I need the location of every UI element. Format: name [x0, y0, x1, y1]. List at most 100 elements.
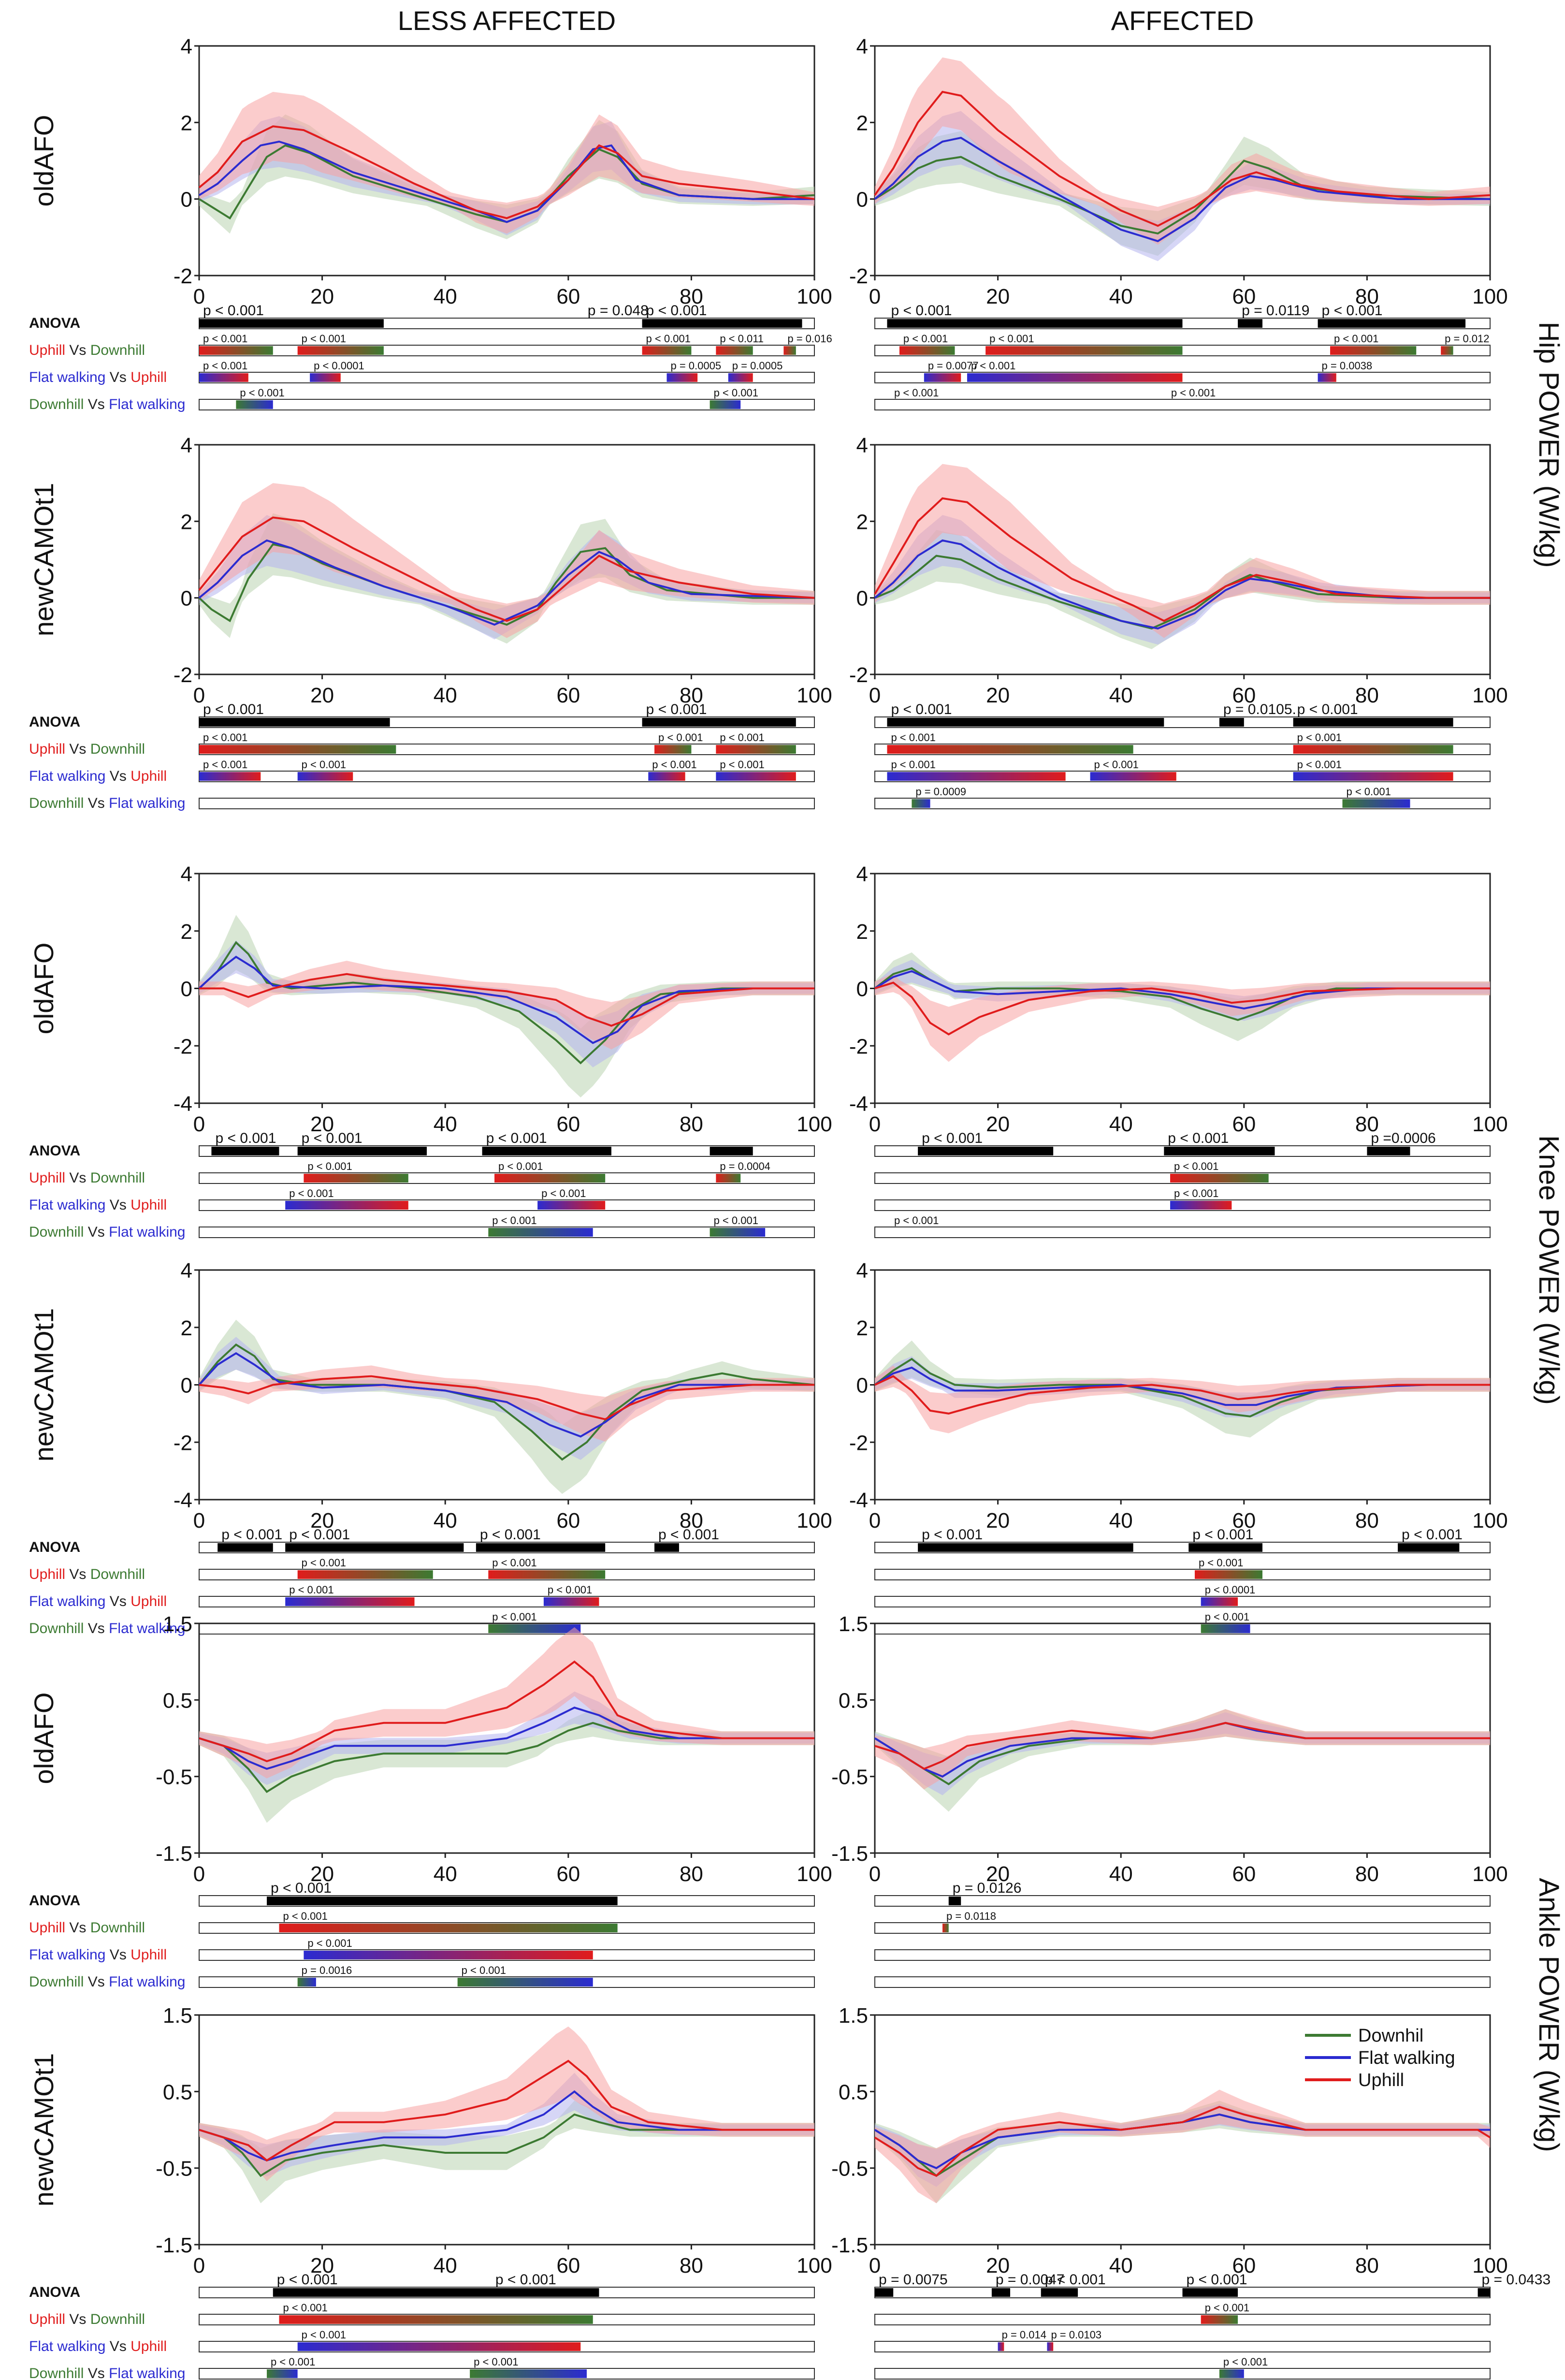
spm-label-vs: Vs: [84, 1224, 109, 1240]
x-tick-label: 40: [1109, 1862, 1133, 1886]
flat-line: [199, 2090, 814, 2161]
spm-p-label: p = 0.0047: [996, 2272, 1065, 2288]
y-tick-label: 2: [856, 920, 868, 944]
spm-p-label: p < 0.001: [922, 1130, 983, 1146]
spm-cluster-fvu: [667, 373, 698, 382]
spm-p-label: p < 0.001: [922, 1527, 983, 1543]
y-tick-label: 0: [856, 1374, 868, 1398]
spm-p-label: p < 0.001: [903, 333, 948, 345]
uphill-band: [875, 1709, 1490, 1790]
spm-label-comparison: Uphill Vs Downhill: [29, 1170, 145, 1186]
spm-bar-uvd: [874, 1922, 1491, 1934]
spm-label-comparison: Flat walking Vs Uphill: [29, 768, 167, 784]
spm-label-b: Uphill: [130, 2338, 167, 2354]
spm-cluster-dvf: [1219, 2369, 1244, 2378]
spm-bar-uvd: [874, 2314, 1491, 2325]
y-tick-label: -2: [849, 264, 868, 288]
spm-p-label: p < 0.0001: [314, 360, 364, 372]
x-tick-label: 60: [556, 285, 580, 308]
spm-p-label: p = 0.012: [1445, 333, 1489, 345]
spm-cluster-uvd: [1293, 745, 1453, 754]
spm-cluster-uvd: [1194, 1570, 1262, 1579]
flat-line: [199, 1707, 814, 1770]
x-tick-label: 60: [556, 684, 580, 707]
y-tick-label: 4: [181, 1259, 192, 1283]
y-tick-label: 0.5: [163, 2080, 192, 2104]
x-tick-label: 100: [797, 2254, 832, 2278]
spm-p-label: p < 0.001: [474, 2356, 518, 2368]
spm-cluster-fvu: [543, 1597, 599, 1606]
spm-p-label: p < 0.001: [1402, 1527, 1463, 1543]
y-tick-label: 0.5: [839, 2080, 868, 2104]
spm-cluster-anova: [482, 1147, 611, 1155]
uphill-band: [875, 2089, 1490, 2204]
spm-cluster-uvd: [494, 1174, 606, 1183]
spm-p-label: p < 0.001: [492, 1557, 536, 1569]
spm-p-label: p < 0.001: [1334, 333, 1378, 345]
panel: -1.5 -0.5 0.5 1.5 0 20 40 60 80 100 p = 0.0075 p = …: [831, 2004, 1551, 2380]
spm-cluster-anova: [642, 718, 796, 727]
spm-label-comparison: Downhill Vs Flat walking: [29, 1974, 185, 1990]
spm-p-label: p = 0.0005: [732, 360, 783, 372]
spm-p-label: p < 0.001: [215, 1130, 276, 1146]
spm-p-label: p < 0.001: [302, 333, 346, 345]
spm-bar-fvu: [874, 1949, 1491, 1961]
y-tick-label: -4: [849, 1092, 868, 1116]
spm-p-label: p < 0.001: [203, 360, 247, 372]
spm-cluster-fvu: [887, 772, 1066, 781]
y-tick-label: -2: [849, 1431, 868, 1455]
x-tick-label: 0: [193, 684, 205, 707]
row-label: oldAFO: [29, 1693, 59, 1784]
spm-label-a: Downhill: [29, 396, 84, 412]
spm-p-label: p < 0.001: [1187, 2272, 1247, 2288]
spm-p-label: p < 0.001: [1171, 387, 1216, 399]
spm-p-label: p = 0.0004: [720, 1160, 770, 1172]
spm-p-label: p = 0.0038: [1322, 360, 1373, 372]
spm-p-label: p < 0.001: [480, 1527, 541, 1543]
y-tick-label: -1.5: [156, 1842, 192, 1866]
spm-cluster-fvu: [998, 2342, 1004, 2351]
spm-cluster-anova: [1398, 1543, 1460, 1552]
spm-label-comparison: Uphill Vs Downhill: [29, 342, 145, 358]
spm-p-label: p < 0.001: [1297, 731, 1342, 744]
spm-p-label: p < 0.001: [1168, 1130, 1229, 1146]
spm-cluster-dvf: [297, 1978, 316, 1986]
spm-label-comparison: Flat walking Vs Uphill: [29, 2338, 167, 2354]
x-tick-label: 60: [1232, 1862, 1256, 1886]
flat-line: [874, 136, 1490, 242]
spm-cluster-anova: [875, 2288, 894, 2297]
y-tick-label: 4: [181, 862, 192, 886]
spm-cluster-fvu: [1293, 772, 1453, 781]
x-tick-label: 80: [1355, 2254, 1379, 2278]
x-tick-label: 40: [1109, 285, 1133, 308]
y-tick-label: 4: [181, 434, 192, 457]
uphill-line: [199, 973, 814, 1027]
y-tick-label: -4: [174, 1092, 192, 1116]
row-label: oldAFO: [29, 115, 59, 207]
uphill-band: [875, 57, 1490, 245]
spm-p-label: p < 0.001: [646, 701, 707, 717]
spm-label-a: Flat walking: [29, 768, 105, 784]
spm-p-label: p < 0.001: [1174, 1160, 1218, 1172]
spm-p-label: p < 0.001: [894, 387, 939, 399]
y-tick-label: 0.5: [163, 1689, 192, 1712]
x-tick-label: 80: [680, 285, 703, 308]
spm-label-b: Flat walking: [109, 2365, 185, 2380]
x-tick-label: 100: [1472, 684, 1507, 707]
spm-p-label: p = 0.0075: [879, 2272, 948, 2288]
spm-p-label: p < 0.001: [658, 731, 703, 744]
y-tick-label: -2: [174, 1431, 192, 1455]
y-tick-label: 0: [856, 587, 868, 611]
spm-label-comparison: Downhill Vs Flat walking: [29, 2365, 185, 2380]
spm-bar-dvf: [874, 399, 1491, 410]
y-tick-label: -1.5: [156, 2234, 192, 2257]
spm-cluster-dvf: [710, 400, 741, 409]
spm-label-b: Uphill: [130, 1197, 167, 1213]
x-tick-label: 20: [986, 1862, 1010, 1886]
spm-p-label: p < 0.001: [1346, 786, 1391, 798]
x-tick-label: 20: [986, 285, 1010, 308]
spm-label-comparison: Uphill Vs Downhill: [29, 1920, 145, 1936]
y-tick-label: 0: [181, 1374, 192, 1398]
